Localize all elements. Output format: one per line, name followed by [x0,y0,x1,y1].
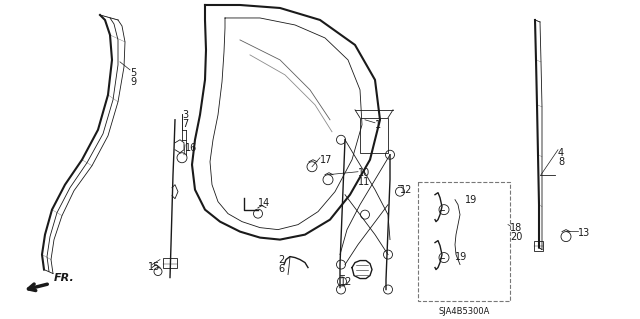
Text: 7: 7 [182,119,188,129]
Bar [360,118,388,153]
Text: 3: 3 [182,110,188,120]
Bar [418,182,510,301]
Text: 15: 15 [148,262,161,271]
Bar [534,241,543,251]
Text: 5: 5 [130,68,136,78]
Text: FR.: FR. [54,272,75,283]
Text: 10: 10 [358,168,371,178]
Text: 1: 1 [375,120,381,130]
Text: 6: 6 [278,263,284,274]
Text: 18: 18 [510,223,522,233]
Text: 8: 8 [558,157,564,167]
Text: 14: 14 [258,198,270,208]
Text: 9: 9 [130,77,136,87]
Text: 13: 13 [578,228,590,238]
Text: 19: 19 [455,252,467,262]
Text: 20: 20 [510,232,522,241]
Text: 2: 2 [278,255,284,264]
Text: 19: 19 [465,195,477,205]
Text: 11: 11 [358,177,371,187]
Text: 12: 12 [340,277,353,286]
Text: 4: 4 [558,148,564,158]
Text: SJA4B5300A: SJA4B5300A [438,308,490,316]
Bar [163,257,177,268]
Text: 17: 17 [320,155,332,165]
Text: 16: 16 [185,143,197,153]
Text: 12: 12 [400,185,412,195]
